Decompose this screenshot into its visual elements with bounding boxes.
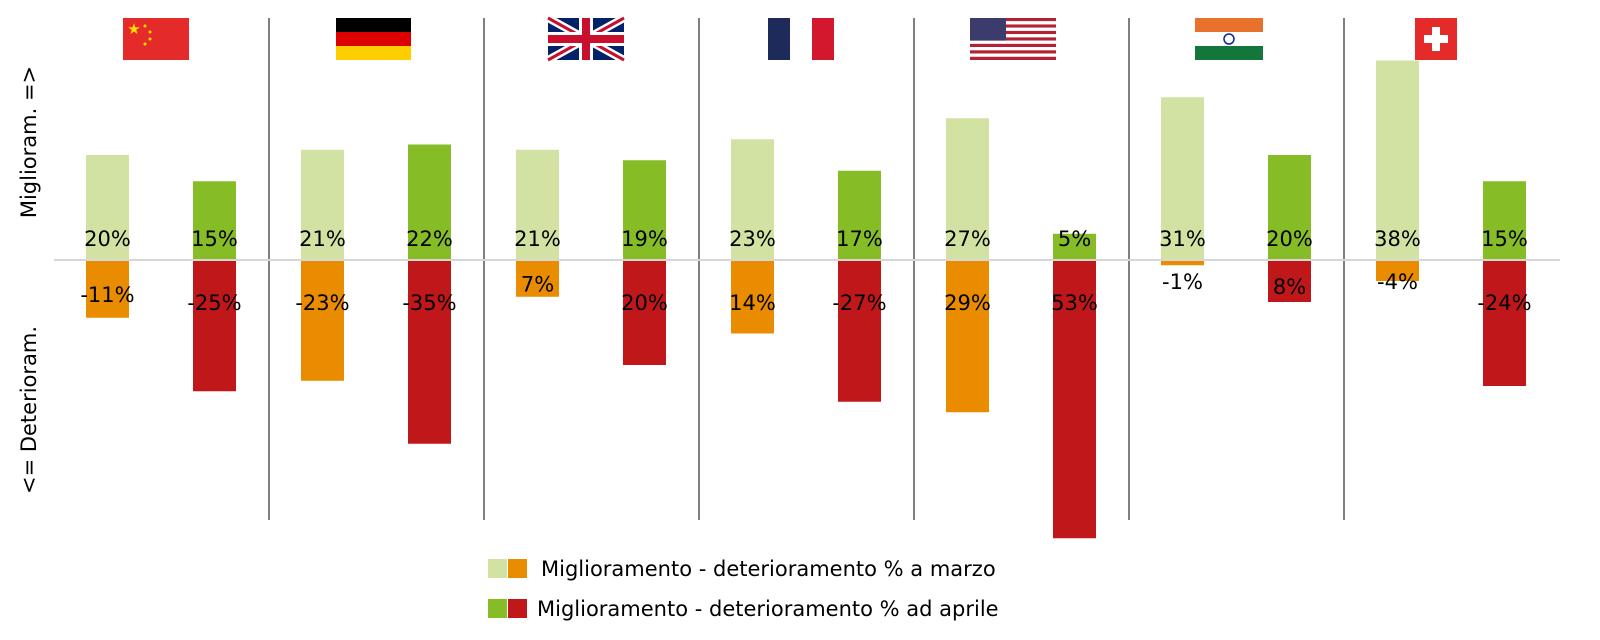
data-label: -24% [1477, 291, 1531, 315]
data-label: 17% [836, 227, 883, 251]
germany-flag-icon [336, 18, 411, 60]
bar-negative-india [1268, 260, 1311, 302]
bar-positive-germany [301, 149, 344, 260]
data-label: 23% [729, 227, 776, 251]
legend-label: Miglioramento - deterioramento % ad apri… [537, 597, 999, 621]
switzerland-flag-icon [1415, 18, 1457, 60]
bar-negative-switzerland [1376, 260, 1419, 281]
france-flag-icon [768, 18, 834, 60]
data-label: -35% [402, 291, 456, 315]
data-label: 5% [1058, 227, 1091, 251]
data-label: 20% [1266, 227, 1313, 251]
data-label: -11% [80, 283, 134, 307]
data-label: 21% [299, 227, 346, 251]
bar-negative-china [86, 260, 129, 318]
data-label: 27% [944, 227, 991, 251]
bar-negative-germany [408, 260, 451, 444]
bar-negative-switzerland [1483, 260, 1526, 386]
usa-flag-icon [970, 18, 1056, 60]
legend-swatch [488, 559, 507, 578]
bar-negative-germany [301, 260, 344, 381]
legend-label: Miglioramento - deterioramento % a marzo [541, 557, 996, 581]
bar-positive-france [838, 170, 881, 260]
data-label: -25% [187, 291, 241, 315]
bar-positive-united-kingdom [516, 149, 559, 260]
bar-negative-usa [946, 260, 989, 413]
data-label: -23% [295, 291, 349, 315]
y-axis-label-positive: Miglioram. => [17, 66, 41, 218]
bar-positive-germany [408, 144, 451, 260]
y-axis-label-negative: <= Deterioram. [17, 326, 41, 494]
data-label: 8% [1273, 275, 1306, 299]
china-flag-icon: ★ [123, 18, 189, 60]
legend-swatch [508, 559, 527, 578]
bar-negative-france [838, 260, 881, 402]
data-label: 15% [191, 227, 238, 251]
data-label: 29% [944, 291, 991, 315]
bar-positive-usa [946, 118, 989, 260]
data-label: 15% [1481, 227, 1528, 251]
bar-negative-china [193, 260, 236, 392]
data-label: 22% [406, 227, 453, 251]
bar-negative-united-kingdom [623, 260, 666, 365]
data-label: 21% [514, 227, 561, 251]
bar-positive-india [1161, 97, 1204, 260]
legend-swatch [488, 599, 507, 618]
bar-positive-china [86, 155, 129, 260]
uk-flag-icon [546, 14, 626, 64]
bar-positive-united-kingdom [623, 160, 666, 260]
data-label: -4% [1377, 270, 1418, 294]
svg-text:★: ★ [127, 20, 140, 38]
bar-positive-switzerland [1483, 181, 1526, 260]
bar-positive-france [731, 139, 774, 260]
bar-negative-usa [1053, 260, 1096, 539]
bar-negative-united-kingdom [516, 260, 559, 297]
data-label: 20% [84, 227, 131, 251]
india-flag-icon [1195, 18, 1263, 60]
bar-positive-switzerland [1376, 60, 1419, 260]
data-label: 14% [729, 291, 776, 315]
data-label: 31% [1159, 227, 1206, 251]
data-label: 19% [621, 227, 668, 251]
legend-swatch [508, 599, 527, 618]
data-label: -1% [1162, 270, 1203, 294]
bar-negative-india [1161, 260, 1204, 266]
data-label: -27% [832, 291, 886, 315]
bar-positive-china [193, 181, 236, 260]
data-label: 38% [1374, 227, 1421, 251]
bar-positive-usa [1053, 233, 1096, 260]
data-label: 20% [621, 291, 668, 315]
data-label: 53% [1051, 291, 1098, 315]
bar-negative-france [731, 260, 774, 334]
data-label: 7% [521, 272, 554, 296]
bar-positive-india [1268, 155, 1311, 260]
